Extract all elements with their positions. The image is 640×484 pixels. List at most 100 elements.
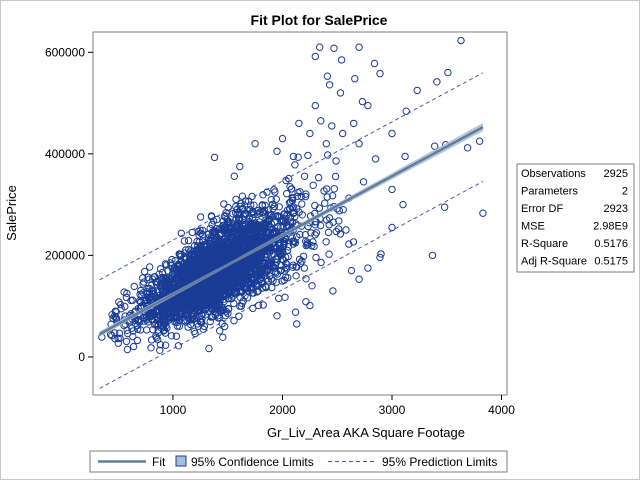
data-point	[223, 249, 231, 257]
data-point	[334, 225, 343, 233]
data-point	[166, 259, 175, 267]
data-point	[237, 260, 245, 269]
data-point	[161, 260, 170, 268]
data-point	[377, 250, 385, 258]
data-point	[239, 222, 248, 230]
data-point	[137, 286, 145, 295]
data-point	[292, 272, 300, 280]
data-point	[180, 237, 189, 245]
data-point	[206, 259, 214, 268]
data-point	[300, 264, 309, 272]
data-point	[283, 246, 292, 255]
data-point	[246, 205, 254, 214]
data-point	[180, 298, 189, 306]
data-point	[315, 204, 324, 212]
lower-prediction-limit	[99, 180, 484, 389]
legend-prediction-label: 95% Prediction Limits	[382, 455, 497, 469]
data-point	[245, 214, 254, 223]
data-point	[283, 190, 291, 198]
data-point	[130, 282, 139, 291]
data-point	[309, 181, 317, 190]
data-point	[328, 122, 336, 130]
data-point	[256, 236, 265, 245]
data-point	[306, 301, 314, 310]
data-point	[376, 69, 384, 78]
data-point	[173, 265, 181, 273]
data-point	[182, 253, 190, 261]
data-point	[208, 313, 216, 321]
data-point	[185, 302, 193, 310]
data-point	[262, 283, 270, 292]
plot-area	[92, 31, 508, 396]
data-point	[304, 240, 312, 248]
data-point	[289, 152, 298, 161]
x-tick-label: 2000	[269, 403, 296, 417]
data-point	[204, 280, 212, 288]
data-point	[230, 172, 239, 180]
data-point	[358, 97, 367, 106]
data-point	[283, 211, 291, 219]
data-point	[208, 220, 216, 229]
data-point	[376, 253, 384, 262]
data-point	[222, 245, 230, 254]
legend-confidence-label: 95% Confidence Limits	[191, 455, 314, 469]
data-point	[189, 313, 197, 321]
y-tick-label: 600000	[45, 45, 85, 59]
data-point	[193, 270, 201, 278]
data-point	[359, 178, 368, 186]
data-point	[161, 315, 169, 323]
data-point	[222, 237, 231, 245]
data-point	[221, 239, 229, 247]
y-axis: 0 200000 400000 600000	[45, 45, 93, 364]
data-point	[230, 299, 238, 308]
data-point	[128, 296, 137, 304]
data-point	[167, 332, 176, 340]
stat-label: Parameters	[521, 186, 578, 198]
data-point	[275, 294, 283, 303]
data-point	[175, 250, 183, 258]
data-point	[276, 267, 285, 275]
data-point	[115, 329, 124, 337]
data-point	[205, 344, 213, 353]
data-point	[200, 294, 208, 303]
data-point	[298, 200, 306, 208]
data-point	[234, 223, 242, 231]
data-point	[311, 101, 319, 110]
data-point	[207, 245, 215, 253]
y-tick-label: 0	[78, 350, 85, 364]
stat-value: 2925	[604, 168, 628, 180]
data-point	[205, 255, 214, 263]
data-point	[325, 81, 334, 89]
data-point	[196, 254, 204, 263]
data-point	[293, 192, 302, 201]
data-point	[315, 173, 323, 182]
data-point	[233, 206, 241, 214]
data-point	[229, 292, 237, 300]
data-point	[189, 247, 198, 255]
data-point	[322, 140, 330, 148]
data-point	[282, 176, 290, 185]
data-point	[253, 270, 261, 278]
data-point	[129, 342, 138, 351]
data-point	[317, 117, 325, 125]
data-point	[142, 316, 151, 324]
data-point	[296, 259, 305, 267]
data-point	[251, 230, 259, 239]
data-point	[253, 234, 261, 243]
data-point	[251, 219, 259, 227]
data-point	[312, 253, 320, 262]
data-point	[306, 129, 314, 138]
data-point	[238, 288, 246, 296]
data-point	[278, 255, 287, 264]
data-point	[290, 208, 298, 217]
data-point	[289, 237, 298, 245]
data-point	[148, 287, 156, 295]
data-point	[238, 241, 246, 249]
data-point	[355, 43, 363, 51]
data-point	[309, 238, 317, 246]
data-point	[274, 222, 282, 231]
data-point	[444, 68, 452, 77]
data-point	[325, 250, 333, 258]
data-point	[236, 302, 244, 310]
data-point	[184, 236, 193, 245]
